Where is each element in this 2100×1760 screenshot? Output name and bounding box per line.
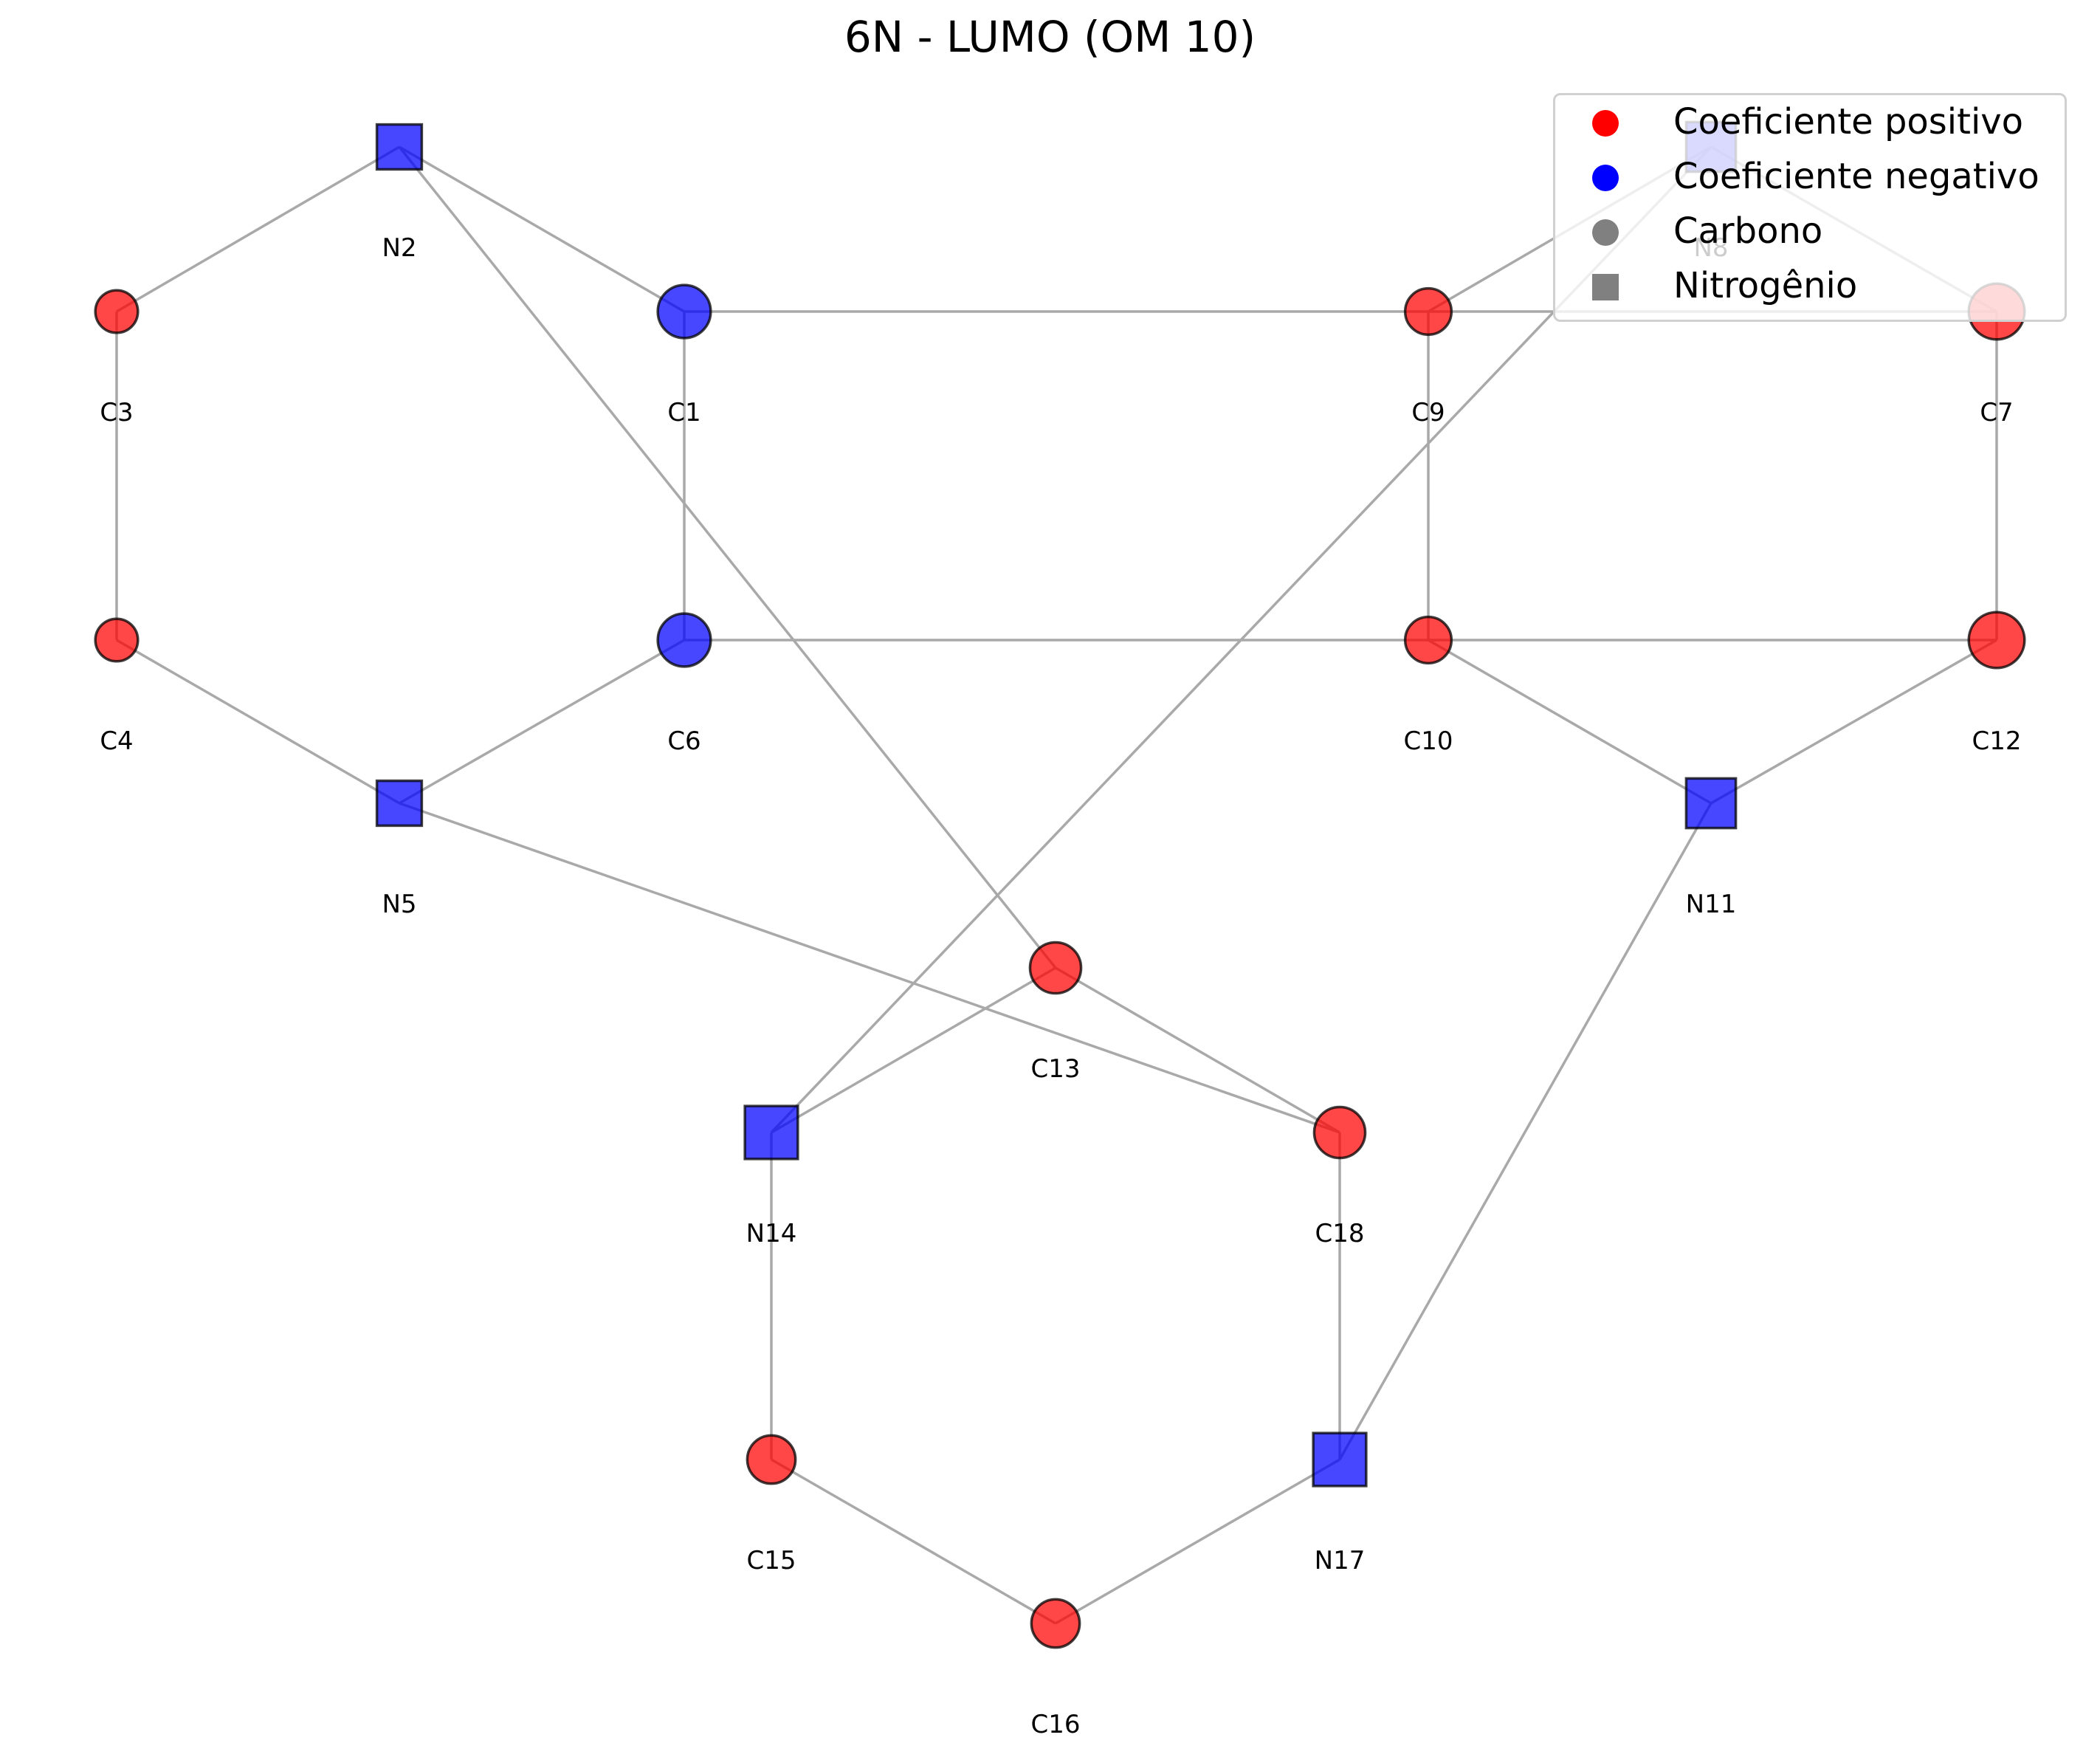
atom-label-n2: N2 <box>382 233 416 263</box>
atom-label-c1: C1 <box>667 398 700 427</box>
bond-C1-N2 <box>399 145 685 313</box>
atom-label-layer: C1N2C3C4N5C6C7N8C9C10N11C12C13N14C15C16N… <box>100 233 2021 1739</box>
bond-C12-N11 <box>1710 639 1997 805</box>
atom-c13 <box>1028 941 1083 995</box>
atom-label-c16: C16 <box>1030 1710 1080 1739</box>
legend-item-negative: Coeficiente negativo <box>1555 150 2065 204</box>
legend-label-carbon: Carbono <box>1673 210 1823 252</box>
atom-c16 <box>1030 1598 1081 1649</box>
atom-label-n14: N14 <box>746 1219 797 1248</box>
bond-layer <box>115 145 1998 1625</box>
atom-label-c10: C10 <box>1403 726 1453 756</box>
atom-c9 <box>1403 286 1453 337</box>
bond-N5-C18 <box>399 802 1340 1134</box>
bond-C16-N17 <box>1055 1458 1340 1625</box>
legend-item-nitrogen: Nitrogênio <box>1555 259 2065 314</box>
legend: Coeficiente positivo Coeficiente negativ… <box>1553 93 2067 322</box>
atom-label-c4: C4 <box>100 726 133 756</box>
atom-label-c18: C18 <box>1315 1219 1364 1248</box>
legend-marker-carbon <box>1592 219 1619 246</box>
chart-title: 6N - LUMO (OM 10) <box>844 12 1256 62</box>
atom-label-n5: N5 <box>382 890 416 919</box>
atom-n17 <box>1312 1431 1368 1488</box>
atom-label-c13: C13 <box>1030 1054 1080 1084</box>
bond-N11-C10 <box>1428 639 1712 805</box>
atom-c3 <box>94 289 140 334</box>
atom-c1 <box>656 283 712 340</box>
atom-c18 <box>1312 1105 1367 1160</box>
legend-item-carbon: Carbono <box>1555 204 2065 259</box>
bond-C4-N5 <box>116 639 400 805</box>
atom-n11 <box>1684 777 1738 830</box>
bond-N11-N17 <box>1338 802 1712 1460</box>
atom-c12 <box>1967 611 2026 670</box>
atom-label-c7: C7 <box>1980 398 2013 427</box>
atom-c10 <box>1403 615 1453 665</box>
atom-label-c3: C3 <box>100 398 133 427</box>
atom-n14 <box>743 1104 799 1161</box>
legend-marker-nitrogen <box>1592 274 1619 300</box>
atom-c6 <box>656 612 712 668</box>
atom-c15 <box>746 1434 797 1485</box>
legend-marker-positive <box>1592 110 1619 137</box>
bond-C18-C13 <box>1055 966 1340 1134</box>
bond-N5-C6 <box>399 639 685 805</box>
atom-label-c12: C12 <box>1972 726 2021 756</box>
bond-N2-C13 <box>398 145 1057 969</box>
atom-n2 <box>375 123 424 171</box>
bond-C15-C16 <box>771 1458 1056 1625</box>
atom-layer <box>94 120 2026 1649</box>
bond-C13-N14 <box>771 966 1056 1134</box>
atom-label-n17: N17 <box>1315 1546 1366 1575</box>
atom-label-c6: C6 <box>667 726 700 756</box>
legend-marker-negative <box>1592 165 1619 191</box>
legend-label-nitrogen: Nitrogênio <box>1673 265 1858 306</box>
atom-c4 <box>94 617 140 663</box>
atom-n5 <box>375 779 424 828</box>
legend-item-positive: Coeficiente positivo <box>1555 95 2065 150</box>
atom-label-n11: N11 <box>1686 890 1737 919</box>
atom-label-c15: C15 <box>746 1546 796 1575</box>
legend-label-negative: Coeficiente negativo <box>1673 156 2039 197</box>
atom-label-c9: C9 <box>1411 398 1445 427</box>
legend-label-positive: Coeficiente positivo <box>1673 101 2024 142</box>
bond-N2-C3 <box>116 145 400 313</box>
